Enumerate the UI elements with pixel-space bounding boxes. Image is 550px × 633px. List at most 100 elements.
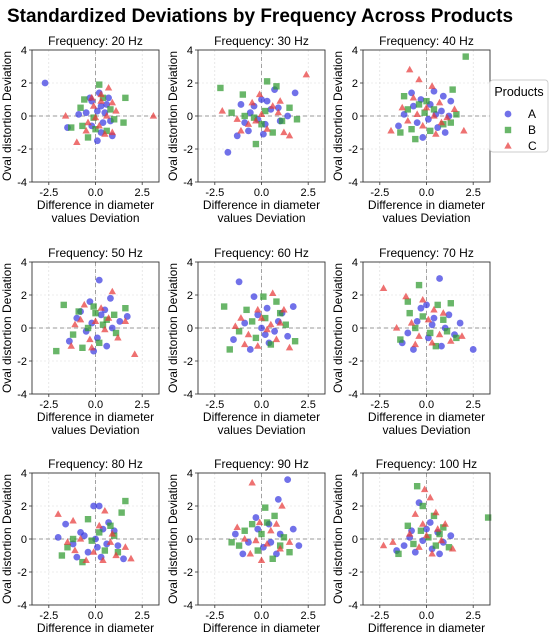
point-a (417, 96, 425, 103)
point-a (69, 540, 77, 548)
legend-title: Products (494, 85, 543, 99)
point-c (276, 544, 284, 552)
point-b (96, 529, 103, 536)
point-b (96, 339, 103, 347)
point-c (255, 518, 264, 526)
legend-label: A (528, 107, 536, 121)
point-c (61, 112, 70, 119)
y-tick-label: -2 (348, 567, 358, 579)
series-c (67, 287, 139, 357)
y-tick-label: -4 (348, 177, 358, 189)
point-b (77, 104, 84, 111)
panel-9: -2.5 0.0 2.5 -4 -2 0 2 4 Frequency: 100 Hz Differ… (331, 457, 492, 633)
point-c (108, 128, 117, 136)
series-c (61, 83, 158, 145)
y-axis-label: Oval distortion Deviation (166, 263, 180, 393)
y-tick-label: 0 (187, 534, 193, 546)
point-c (422, 103, 431, 111)
point-c (269, 289, 277, 296)
legend-item-c: C (504, 139, 537, 153)
point-b (101, 547, 109, 554)
point-b (107, 522, 114, 529)
point-b (291, 338, 299, 345)
y-axis-label: Oval distortion Deviation (331, 474, 345, 604)
point-c (233, 523, 241, 531)
point-a (254, 311, 262, 319)
point-b (504, 126, 512, 134)
point-c (269, 102, 277, 109)
y-tick-label: 4 (352, 257, 358, 269)
point-c (244, 330, 253, 338)
y-tick-label: 0 (352, 534, 358, 546)
point-a (235, 278, 243, 286)
point-c (447, 337, 455, 344)
y-tick-label: -2 (183, 567, 193, 579)
figure-title: Standardized Deviations by Frequency Acr… (7, 6, 513, 27)
point-a (73, 553, 81, 561)
point-a (86, 298, 94, 305)
series-b (228, 504, 293, 562)
y-axis-label: Oval distortion Deviation (0, 263, 14, 393)
point-b (269, 129, 276, 136)
point-c (428, 338, 436, 346)
point-c (263, 539, 271, 547)
point-c (91, 113, 100, 121)
point-c (89, 102, 98, 109)
point-c (101, 325, 109, 333)
y-tick-label: 4 (21, 468, 27, 480)
point-c (419, 295, 427, 303)
x-tick-label: 0.0 (419, 187, 434, 199)
point-b (419, 502, 426, 510)
point-b (263, 519, 271, 526)
point-c (458, 332, 466, 339)
x-tick-label: 0.0 (254, 187, 269, 199)
point-c (73, 138, 81, 145)
point-c (379, 541, 388, 549)
point-b (453, 334, 460, 342)
point-a (271, 327, 278, 335)
point-b (412, 324, 419, 332)
point-a (445, 311, 453, 319)
point-c (272, 520, 281, 527)
x-tick-label: -2.5 (370, 187, 389, 199)
point-c (407, 319, 416, 326)
x-tick-label: 2.5 (301, 399, 316, 411)
point-a (291, 89, 299, 97)
point-c (430, 112, 438, 119)
x-tick-label: 0.0 (88, 399, 103, 411)
point-b (430, 106, 438, 113)
point-c (285, 343, 294, 351)
point-c (237, 314, 245, 321)
point-a (273, 550, 280, 558)
point-b (84, 134, 92, 141)
series-b (220, 293, 299, 353)
point-b (90, 303, 97, 310)
x-tick-label: -2.5 (39, 187, 58, 199)
point-c (82, 556, 90, 564)
legend-item-b: B (504, 123, 536, 137)
panel-grid: -2.5 0.0 2.5 -4 -2 0 2 4 Frequency: 20 Hz Differe… (0, 34, 492, 633)
point-b (406, 309, 413, 317)
point-c (114, 333, 122, 341)
y-tick-label: -2 (183, 144, 193, 156)
point-b (415, 281, 423, 289)
point-b (239, 91, 247, 98)
point-b (120, 119, 127, 126)
panel-5: -2.5 0.0 2.5 -4 -2 0 2 4 Frequency: 60 Hz Differe… (166, 246, 326, 437)
y-axis-label: Oval distortion Deviation (331, 263, 345, 393)
point-b (404, 106, 412, 113)
point-a (284, 332, 292, 340)
point-b (440, 524, 447, 531)
point-b (235, 542, 243, 549)
y-tick-label: -2 (348, 144, 358, 156)
point-b (103, 127, 110, 135)
point-a (263, 97, 271, 105)
point-b (69, 535, 77, 543)
point-a (430, 314, 438, 322)
x-tick-label: 0.0 (419, 610, 434, 622)
point-c (424, 315, 433, 323)
point-c (95, 121, 103, 129)
point-c (276, 97, 284, 104)
point-c (127, 554, 135, 562)
